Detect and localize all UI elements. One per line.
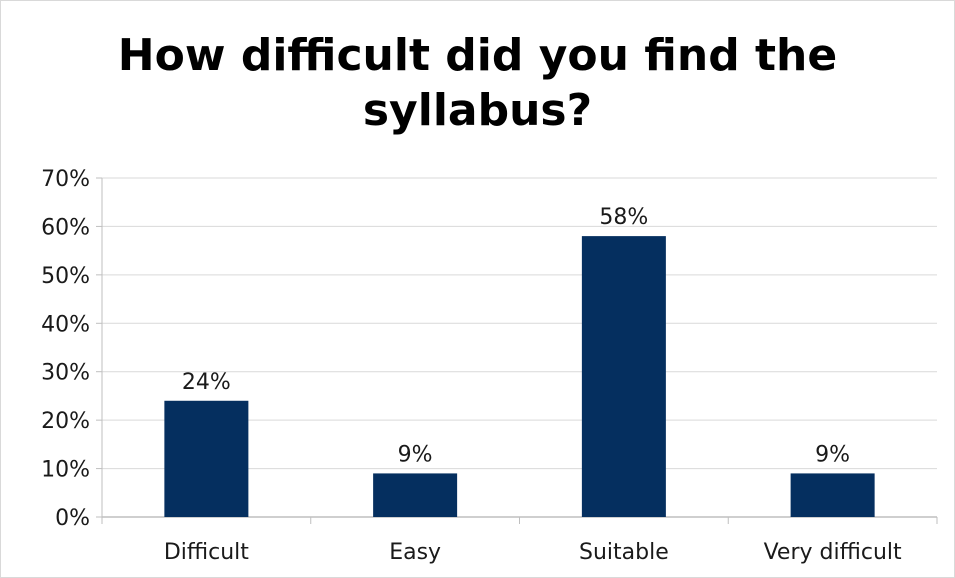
x-axis: Difficult Easy Suitable Very difficult [101, 516, 938, 565]
data-label: 24% [182, 370, 231, 395]
x-tick-label: Suitable [579, 540, 669, 565]
data-label: 58% [599, 205, 648, 230]
chart-title-line-2: syllabus? [362, 85, 593, 136]
y-tick-label: 20% [41, 409, 90, 434]
bar-difficult [164, 400, 249, 517]
y-tick-label: 50% [41, 264, 90, 289]
y-tick-label: 0% [55, 506, 90, 531]
y-tick-label: 30% [41, 361, 90, 386]
bars [164, 236, 875, 517]
bar-suitable [581, 236, 666, 517]
y-tick-label: 10% [41, 458, 90, 483]
data-label: 9% [398, 442, 433, 467]
y-axis: 0% 10% 20% 30% 40% 50% 60% 70% [41, 167, 103, 531]
y-tick-label: 60% [41, 215, 90, 240]
bar-easy [373, 473, 458, 517]
data-label: 9% [815, 442, 850, 467]
x-tick-label: Difficult [164, 540, 249, 565]
x-tick-label: Easy [389, 540, 441, 565]
bar-very-difficult [790, 473, 875, 517]
gridlines [102, 177, 937, 470]
y-tick-label: 40% [41, 312, 90, 337]
y-tick-label: 70% [41, 167, 90, 192]
chart-title-line-1: How difficult did you find the [117, 30, 838, 81]
chart-title: How difficult did you find the syllabus? [0, 28, 955, 138]
data-labels: 24% 9% 58% 9% [182, 205, 850, 467]
x-tick-label: Very difficult [764, 540, 902, 565]
